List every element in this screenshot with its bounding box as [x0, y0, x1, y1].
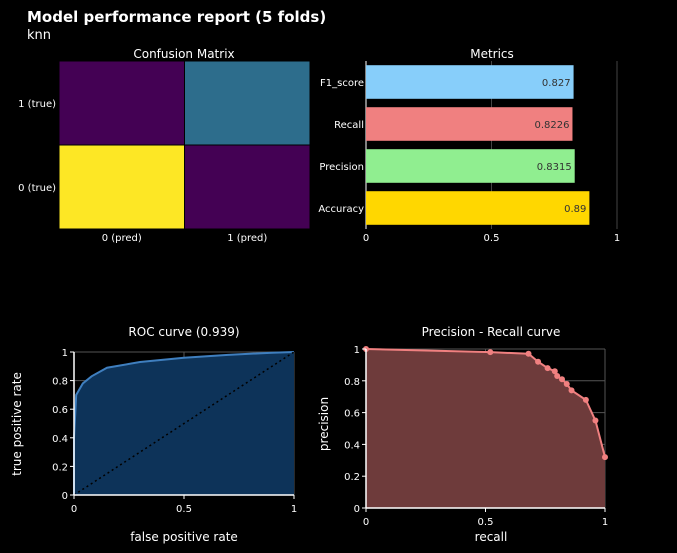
confusion-matrix-title: Confusion Matrix: [133, 47, 234, 61]
y-tick-label: 0.2: [344, 472, 360, 483]
y-tick-label: 0.4: [52, 434, 68, 445]
chance-baseline: [73, 351, 295, 496]
x-tick-label: 0.5: [176, 504, 192, 515]
roc-xlabel: false positive rate: [130, 530, 238, 544]
curve-point: [582, 396, 589, 403]
metric-bar: [366, 65, 574, 99]
y-tick-label: 0: [62, 491, 68, 502]
confusion-y-tick-label: 0 (true): [18, 183, 56, 194]
metrics-x-tick-label: 1: [614, 233, 620, 244]
metric-category-label: Recall: [334, 120, 364, 131]
metric-value-label: 0.8315: [537, 162, 572, 173]
y-tick-label: 0.8: [344, 377, 360, 388]
curve-point: [544, 365, 551, 372]
y-tick-label: 0.6: [344, 409, 360, 420]
roc-curve-panel: ROC curve (0.939) false positive rate tr…: [10, 325, 297, 544]
x-tick-label: 1: [291, 504, 297, 515]
confusion-matrix-panel: Confusion Matrix 0 (pred) 1 (pred) 0 (true…: [18, 47, 310, 244]
x-tick-label: 0.5: [478, 517, 494, 528]
curve-point: [554, 373, 561, 380]
report-title: Model performance report (5 folds): [27, 8, 326, 26]
metric-category-label: F1_score: [320, 78, 364, 89]
metric-bar: [366, 107, 573, 141]
curve-point: [563, 380, 570, 387]
metrics-title: Metrics: [470, 47, 514, 61]
metric-bar: [366, 191, 590, 225]
curve-point: [487, 349, 494, 356]
pr-ylabel: precision: [317, 397, 331, 451]
metric-value-label: 0.827: [542, 78, 571, 89]
y-tick-label: 0.8: [52, 377, 68, 388]
y-tick-label: 0.2: [52, 462, 68, 473]
y-tick-label: 0.6: [52, 405, 68, 416]
roc-ylabel: true positive rate: [10, 372, 24, 476]
confusion-x-tick-label: 0 (pred): [102, 233, 142, 244]
metric-category-label: Precision: [319, 162, 364, 173]
confusion-cell: [59, 145, 184, 229]
curve-point: [551, 368, 558, 375]
curve-point: [535, 358, 542, 365]
y-tick-label: 1: [62, 348, 68, 359]
confusion-cell: [185, 145, 310, 229]
report-subtitle: knn: [27, 28, 51, 43]
curve-point: [592, 417, 599, 424]
metrics-panel: Metrics 0 0.5 1 0.827 F1_score 0.8226 Recall 0…: [318, 47, 620, 244]
confusion-cell: [185, 61, 310, 145]
metric-category-label: Accuracy: [318, 204, 364, 215]
confusion-x-tick-label: 1 (pred): [227, 233, 267, 244]
y-tick-label: 0: [354, 504, 360, 515]
y-tick-label: 1: [354, 345, 360, 356]
curve-area: [366, 349, 605, 508]
metric-value-label: 0.89: [564, 204, 586, 215]
x-tick-label: 1: [602, 517, 608, 528]
curve-point: [558, 376, 565, 383]
metric-bar: [366, 149, 575, 183]
x-tick-label: 0: [363, 517, 369, 528]
curve-point: [602, 454, 608, 461]
y-tick-label: 0.4: [344, 440, 360, 451]
confusion-cell: [59, 61, 184, 145]
x-tick-label: 0: [71, 504, 77, 515]
curve-point: [568, 387, 575, 394]
metrics-x-tick-label: 0: [363, 233, 369, 244]
precision-recall-panel: Precision - Recall curve recall precisio…: [317, 325, 608, 544]
roc-title: ROC curve (0.939): [128, 325, 239, 339]
pr-title: Precision - Recall curve: [422, 325, 561, 339]
curve-point: [525, 350, 532, 357]
pr-xlabel: recall: [475, 530, 508, 544]
curve-line: [73, 351, 295, 495]
metrics-x-tick-label: 0.5: [484, 233, 500, 244]
metric-value-label: 0.8226: [534, 120, 569, 131]
confusion-y-tick-label: 1 (true): [18, 99, 56, 110]
